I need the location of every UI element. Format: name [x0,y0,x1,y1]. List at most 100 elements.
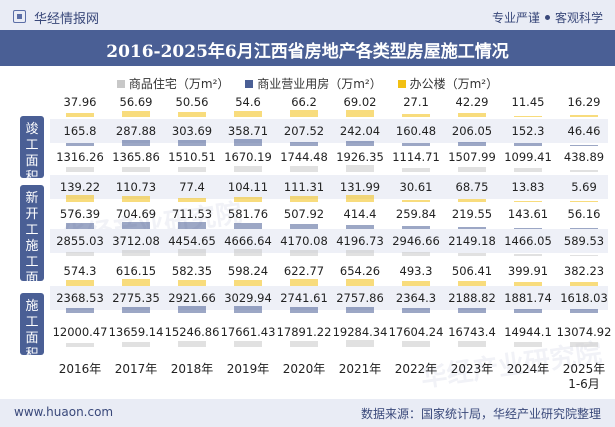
data-cell: 13659.14 [108,325,164,339]
data-cell: 2364.3 [395,291,437,305]
value-bar [458,307,486,313]
data-cell: 219.55 [451,207,493,221]
data-cell: 54.6 [235,95,261,109]
data-cell: 2946.66 [392,234,440,248]
value-bar [346,165,374,172]
legend-swatch-office [397,79,406,88]
value-bar [290,224,318,229]
group-label: 新开工施工面 [20,185,44,286]
year-label: 2016年 [58,362,102,376]
value-bar [458,280,486,286]
data-cell: 1114.71 [392,150,440,164]
value-bar [514,253,542,256]
value-bar [570,309,598,313]
value-bar [66,113,94,117]
data-cell: 3029.94 [224,291,272,305]
row-band [50,119,608,143]
value-bar [402,114,430,117]
data-cell: 582.35 [171,264,213,278]
data-cell: 207.52 [283,124,325,138]
legend-label-residential: 商品住宅（万m²） [128,77,230,91]
value-bar [290,249,318,256]
data-cell: 152.3 [511,124,545,138]
value-bar [178,341,206,347]
data-cell: 16743.4 [448,325,496,339]
data-cell: 574.3 [63,264,97,278]
value-bar [290,306,318,313]
data-cell: 576.39 [59,207,101,221]
data-cell: 77.4 [179,180,205,194]
data-cell: 1099.41 [504,150,552,164]
value-bar [290,141,318,146]
data-cell: 42.29 [455,95,489,109]
value-bar [122,279,150,286]
value-bar [402,251,430,256]
value-bar [402,280,430,286]
value-bar [290,340,318,347]
value-bar [458,198,486,202]
year-label: 2025年 [562,362,606,376]
group-label: 施工面积 [20,293,44,362]
value-bar [402,226,430,229]
value-bar [234,111,262,117]
year-label: 2019年 [226,362,270,376]
logo-icon [13,10,26,23]
value-bar [234,196,262,202]
value-bar [66,195,94,202]
data-cell: 46.46 [567,124,601,138]
value-bar [178,111,206,117]
value-bar [458,252,486,256]
value-bar [122,140,150,146]
group-label: 竣工面积 [20,116,44,185]
value-bar [570,281,598,286]
tagline-left: 专业严谨 [491,11,540,25]
value-bar [570,228,598,229]
value-bar [346,306,374,313]
value-bar [402,340,430,347]
year-label: 2021年 [338,362,382,376]
data-cell: 589.53 [563,234,605,248]
value-bar [290,196,318,202]
data-cell: 30.61 [399,180,433,194]
footer-bar [0,399,615,427]
data-cell: 2855.03 [56,234,104,248]
value-bar [514,308,542,313]
data-cell: 13074.92 [556,325,612,339]
data-cell: 711.53 [171,207,213,221]
data-cell: 50.56 [175,95,209,109]
dot-icon [544,15,550,20]
value-bar [122,196,150,202]
data-cell: 259.84 [395,207,437,221]
data-cell: 5.69 [571,180,597,194]
data-cell: 581.76 [227,207,269,221]
value-bar [178,249,206,256]
value-bar [346,249,374,256]
data-cell: 382.23 [563,264,605,278]
legend-commercial: 商业营业用房（万m²） [245,75,382,92]
value-bar [570,170,598,172]
data-cell: 11.45 [511,95,545,109]
value-bar [346,110,374,117]
data-cell: 1466.05 [504,234,552,248]
row-band [50,286,608,310]
data-cell: 2368.53 [56,291,104,305]
data-cell: 493.3 [399,264,433,278]
value-bar [66,167,94,172]
value-bar [234,340,262,347]
data-cell: 438.89 [563,150,605,164]
value-bar [570,115,598,117]
legend-office: 办公楼（万m²） [397,75,498,92]
year-label: 2022年 [394,362,438,376]
value-bar [290,110,318,117]
data-cell: 242.04 [339,124,381,138]
value-bar [66,307,94,313]
year-label: 2023年 [450,362,494,376]
legend-residential: 商品住宅（万m²） [116,75,230,92]
data-cell: 111.31 [283,180,325,194]
data-cell: 1316.26 [56,150,104,164]
value-bar [234,306,262,313]
value-bar [178,222,206,229]
value-bar [234,279,262,286]
year-label: 2018年 [170,362,214,376]
top-bar [0,0,615,30]
